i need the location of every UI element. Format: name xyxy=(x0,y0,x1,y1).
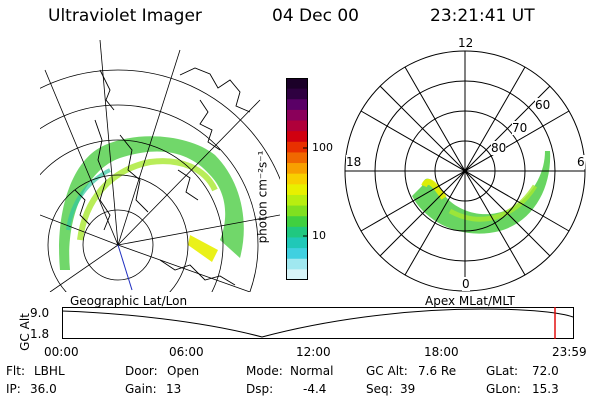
mlat-label-60: 60 xyxy=(535,98,551,112)
geographic-caption: Geographic Lat/Lon xyxy=(70,294,188,308)
colorbar-cell xyxy=(286,226,308,239)
colorbar-unit-label: photon cm⁻²s⁻¹ xyxy=(255,150,270,244)
altitude-tick-min: 1.8 xyxy=(30,327,50,341)
colorbar-cell xyxy=(286,205,308,217)
ip-value: 36.0 xyxy=(30,382,57,396)
colorbar-cells xyxy=(286,78,308,280)
flt-label: Flt: xyxy=(6,364,25,378)
colorbar-cell xyxy=(286,194,308,207)
colorbar-cell xyxy=(286,184,308,196)
gain-value: 13 xyxy=(166,382,182,396)
instrument-title: Ultraviolet Imager xyxy=(48,6,202,26)
colorbar-cell xyxy=(286,120,308,132)
colorbar-cell xyxy=(286,78,308,90)
seq-label: Seq: xyxy=(366,382,393,396)
colorbar-cell xyxy=(286,141,308,154)
gcalt-label: GC Alt: xyxy=(366,364,408,378)
observation-date: 04 Dec 00 xyxy=(272,6,359,26)
gain-label: Gain: xyxy=(125,382,157,396)
colorbar-cell xyxy=(286,131,308,143)
glon-value: 15.3 xyxy=(532,382,559,396)
gcalt-value: 7.6 Re xyxy=(418,364,457,378)
dsp-value: -4.4 xyxy=(303,382,327,396)
colorbar-cell xyxy=(286,258,308,270)
time-tick-0600: 06:00 xyxy=(169,345,204,359)
colorbar-tick-10: 10 xyxy=(312,229,326,242)
altitude-tick-max: 9.0 xyxy=(30,306,50,320)
mlt-label-6: 6 xyxy=(577,155,585,169)
mlat-label-80: 80 xyxy=(491,141,507,155)
observation-time: 23:21:41 UT xyxy=(430,6,535,26)
color-scale-bar xyxy=(286,78,308,280)
mode-value: Normal xyxy=(290,364,334,378)
dsp-label: Dsp: xyxy=(246,382,274,396)
colorbar-cell xyxy=(286,269,308,280)
aurora-oval-polar xyxy=(412,151,551,234)
glat-value: 72.0 xyxy=(532,364,559,378)
time-tick-1200: 12:00 xyxy=(296,345,331,359)
mlt-label-18: 18 xyxy=(346,155,362,169)
glat-label: GLat: xyxy=(486,364,519,378)
altitude-timeline-plot xyxy=(62,307,574,339)
colorbar-cell xyxy=(286,248,308,260)
door-label: Door: xyxy=(125,364,158,378)
time-tick-2359: 23:59 xyxy=(552,345,587,359)
colorbar-cell xyxy=(286,88,308,100)
mlt-label-12: 12 xyxy=(458,36,474,50)
glon-label: GLon: xyxy=(486,382,521,396)
colorbar-cell xyxy=(286,163,308,175)
colorbar-cell xyxy=(286,109,308,122)
colorbar-cell xyxy=(286,216,308,228)
colorbar-cell xyxy=(286,173,308,185)
polar-mlat-mlt-plot xyxy=(344,50,586,292)
seq-value: 39 xyxy=(400,382,416,396)
geographic-map xyxy=(40,40,280,292)
door-value: Open xyxy=(167,364,200,378)
mlat-label-70: 70 xyxy=(512,121,528,135)
apex-caption: Apex MLat/MLT xyxy=(425,294,515,308)
mode-label: Mode: xyxy=(246,364,283,378)
flt-value: LBHL xyxy=(34,364,65,378)
time-tick-0000: 00:00 xyxy=(44,345,79,359)
time-tick-1800: 18:00 xyxy=(424,345,459,359)
colorbar-cell xyxy=(286,152,308,164)
colorbar-cell xyxy=(286,99,308,111)
colorbar-tick-100: 100 xyxy=(312,141,333,154)
ip-label: IP: xyxy=(6,382,21,396)
colorbar-cell xyxy=(286,237,308,249)
altitude-curve xyxy=(62,308,574,338)
mlt-label-0: 0 xyxy=(462,277,470,291)
